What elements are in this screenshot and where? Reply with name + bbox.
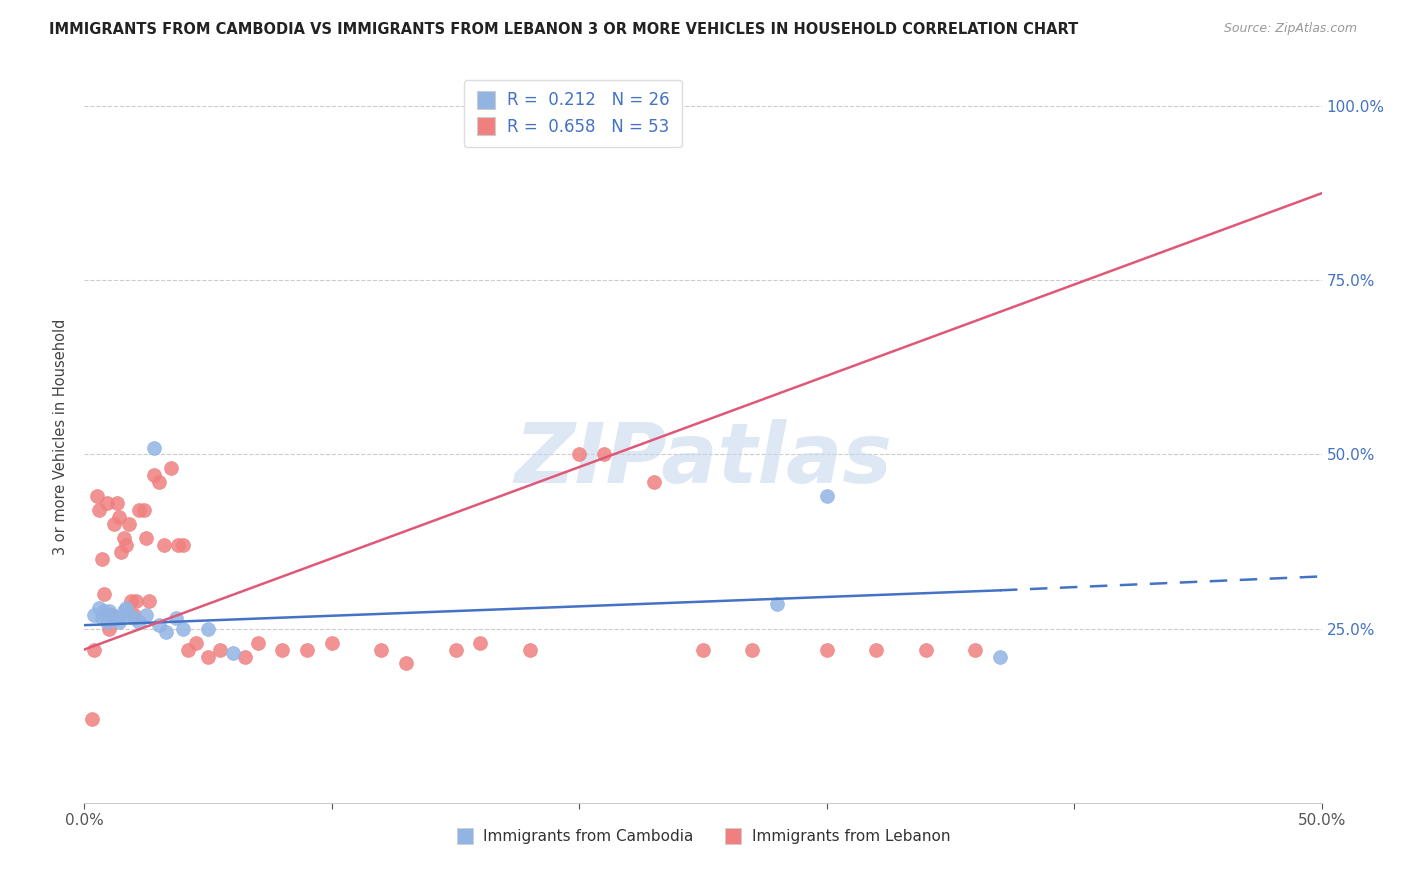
Point [965,642,987,657]
Point [988,649,1011,664]
Point [108,510,131,524]
Point [246,635,269,649]
Point [815,489,838,503]
Point [148,475,170,490]
Point [172,538,194,552]
Point [112,531,135,545]
Point [138,594,160,608]
Point [100,607,122,622]
Point [271,642,294,657]
Point [519,642,541,657]
Point [233,649,256,664]
Point [122,611,145,625]
Point [766,597,789,611]
Y-axis label: 3 or more Vehicles in Household: 3 or more Vehicles in Household [53,319,69,555]
Point [222,646,245,660]
Point [103,517,125,532]
Point [135,607,157,622]
Point [815,642,838,657]
Point [152,538,174,552]
Point [160,461,183,475]
Point [142,441,165,455]
Point [96,496,118,510]
Point [444,642,467,657]
Point [89,600,111,615]
Point [135,531,157,545]
Point [105,611,128,625]
Point [197,622,219,636]
Point [98,604,121,618]
Point [120,594,142,608]
Point [118,607,141,622]
Point [115,600,138,615]
Point [96,615,118,629]
Point [115,538,138,552]
Point [470,635,492,649]
Point [177,642,200,657]
Point [209,642,232,657]
Text: Source: ZipAtlas.com: Source: ZipAtlas.com [1223,22,1357,36]
Point [93,587,115,601]
Point [142,468,165,483]
Point [122,607,145,622]
Point [148,618,170,632]
Point [865,642,887,657]
Point [83,607,105,622]
Point [568,448,591,462]
Point [128,615,150,629]
Point [83,642,105,657]
Point [914,642,936,657]
Point [321,635,343,649]
Point [90,552,112,566]
Point [80,712,103,726]
Point [184,635,207,649]
Point [167,538,190,552]
Point [692,642,714,657]
Point [110,545,132,559]
Point [197,649,219,664]
Point [395,657,418,671]
Point [105,496,128,510]
Point [108,615,131,629]
Point [89,503,111,517]
Point [128,503,150,517]
Point [90,611,112,625]
Point [165,611,187,625]
Point [741,642,763,657]
Point [118,517,141,532]
Point [172,622,194,636]
Point [132,503,155,517]
Point [295,642,318,657]
Point [98,622,121,636]
Legend: Immigrants from Cambodia, Immigrants from Lebanon: Immigrants from Cambodia, Immigrants fro… [450,822,956,850]
Point [100,607,122,622]
Point [93,604,115,618]
Point [125,594,148,608]
Text: ZIPatlas: ZIPatlas [515,418,891,500]
Point [370,642,392,657]
Text: IMMIGRANTS FROM CAMBODIA VS IMMIGRANTS FROM LEBANON 3 OR MORE VEHICLES IN HOUSEH: IMMIGRANTS FROM CAMBODIA VS IMMIGRANTS F… [49,22,1078,37]
Point [643,475,665,490]
Point [593,448,616,462]
Point [103,611,125,625]
Point [112,604,135,618]
Point [155,625,177,640]
Point [86,489,108,503]
